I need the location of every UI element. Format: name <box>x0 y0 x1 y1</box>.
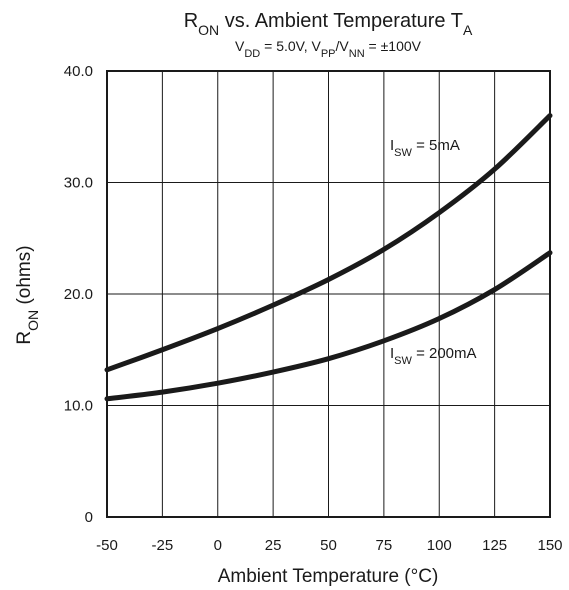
chart-title: RON vs. Ambient Temperature TA <box>184 10 473 38</box>
y-tick-labels: 0 10.0 20.0 30.0 40.0 <box>64 63 93 526</box>
y-tick-label: 0 <box>85 509 93 526</box>
chart-title-on: ON <box>198 22 219 38</box>
series-line-200ma <box>104 250 553 402</box>
x-axis-label: Ambient Temperature (°C) <box>218 566 439 587</box>
y-axis-label: RON (ohms) <box>14 245 41 344</box>
x-tick-label: 100 <box>427 537 452 554</box>
subtitle-vdd-sub: DD <box>244 48 260 60</box>
x-tick-label: -50 <box>96 537 118 554</box>
series-label-200ma-sub: SW <box>394 355 412 367</box>
subtitle-mid: = 5.0V, V <box>260 38 321 54</box>
x-tick-labels: -50 -25 0 25 50 75 100 125 150 <box>96 537 562 554</box>
x-tick-label: 125 <box>482 537 507 554</box>
y-axis-label-r: R <box>14 331 35 345</box>
plot-frame <box>106 70 551 518</box>
series-label-200ma-i: I <box>390 345 394 362</box>
y-tick-label: 30.0 <box>64 175 93 192</box>
y-axis-label-rest: (ohms) <box>14 245 35 309</box>
y-tick-label: 40.0 <box>64 63 93 80</box>
series-label-200ma: ISW = 200mA <box>390 345 477 367</box>
y-tick-label: 10.0 <box>64 398 93 415</box>
subtitle-vpp-sub: PP <box>321 48 336 60</box>
x-tick-label: 50 <box>320 537 337 554</box>
series-lines <box>104 113 553 402</box>
x-tick-label: -25 <box>152 537 174 554</box>
x-tick-label: 0 <box>214 537 222 554</box>
subtitle-vdd: V <box>235 38 245 54</box>
series-label-200ma-rest: = 200mA <box>412 345 477 362</box>
chart-title-a: A <box>463 22 473 38</box>
subtitle-vnn-sub: NN <box>349 48 365 60</box>
subtitle-slash: /V <box>336 38 350 54</box>
x-tick-label: 25 <box>265 537 282 554</box>
chart-title-rest: vs. Ambient Temperature T <box>219 10 463 32</box>
series-label-5ma-rest: = 5mA <box>412 137 460 154</box>
series-line-5ma <box>104 113 553 373</box>
x-tick-label: 150 <box>537 537 562 554</box>
chart-subtitle: VDD = 5.0V, VPP/VNN = ±100V <box>235 38 422 60</box>
series-label-5ma-i: I <box>390 137 394 154</box>
x-tick-label: 75 <box>376 537 393 554</box>
subtitle-end: = ±100V <box>365 38 422 54</box>
y-axis-label-sub: ON <box>25 310 41 331</box>
series-label-5ma-sub: SW <box>394 147 412 159</box>
y-tick-label: 20.0 <box>64 286 93 303</box>
series-label-5ma: ISW = 5mA <box>390 137 460 159</box>
chart-title-r: R <box>184 10 198 32</box>
